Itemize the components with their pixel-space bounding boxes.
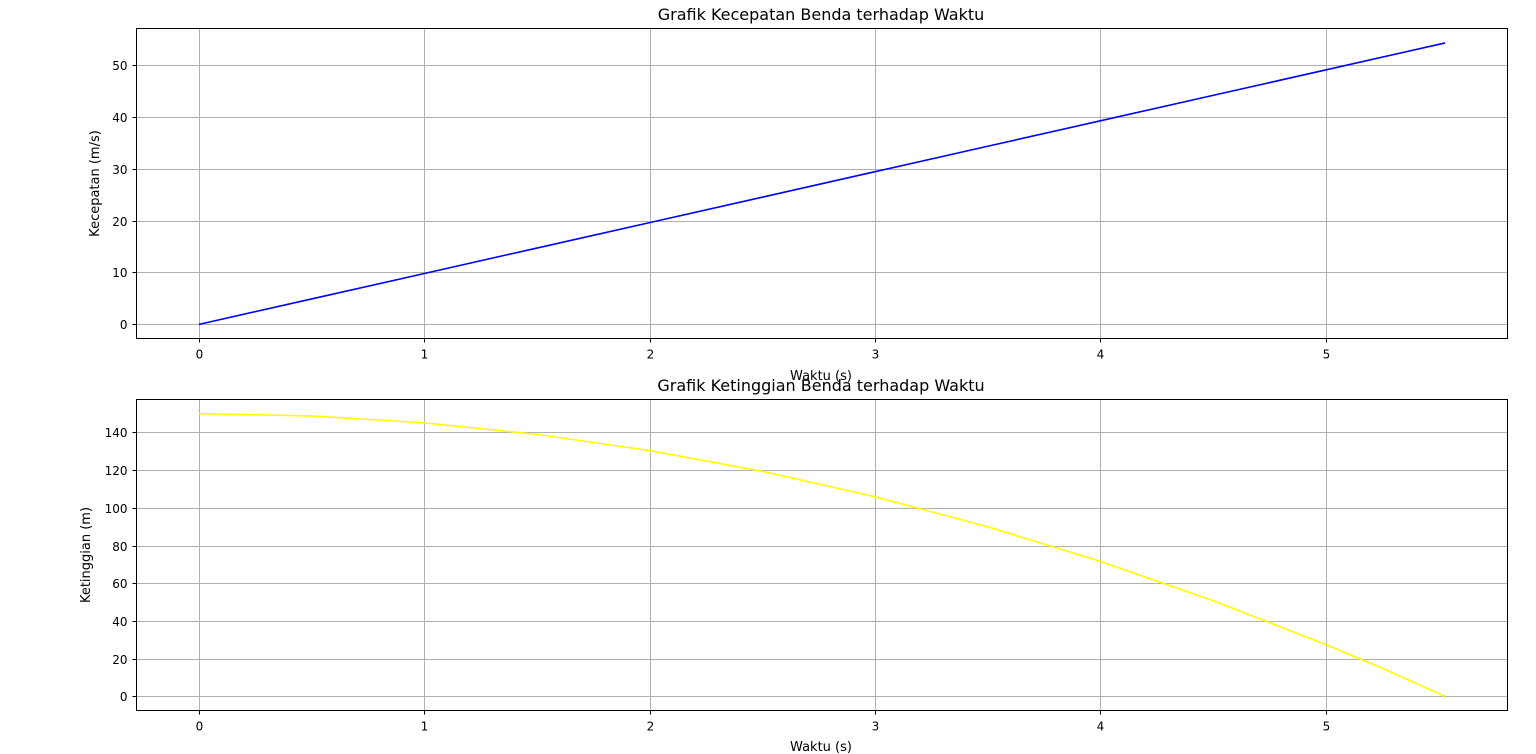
height-y-tick-label: 20 [112, 653, 127, 667]
height-y-tick-label: 120 [105, 464, 128, 478]
height-plot-frame [136, 399, 1508, 711]
height-x-tick-label: 5 [1323, 720, 1331, 734]
velocity-x-axis-label: Waktu (s) [790, 369, 852, 384]
height-y-tick-label: 40 [112, 615, 127, 629]
height-x-tick-label: 3 [872, 720, 880, 734]
velocity-x-tick-label: 0 [196, 348, 204, 362]
velocity-x-tick-label: 5 [1323, 348, 1331, 362]
height-grid [136, 399, 1508, 711]
height-x-axis-label: Waktu (s) [790, 740, 852, 754]
height-series [198, 412, 1446, 698]
velocity-plot-frame [136, 28, 1508, 339]
height-ticks: 0 1 2 3 4 5 0 20 40 60 80 100 120 140 [105, 426, 1331, 734]
velocity-y-tick-label: 20 [112, 215, 127, 229]
height-chart-title: Grafik Ketinggian Benda terhadap Waktu [657, 376, 984, 395]
height-x-tick-label: 4 [1097, 720, 1105, 734]
velocity-y-tick-label: 50 [112, 59, 127, 73]
height-y-tick-label: 60 [112, 577, 127, 591]
height-y-tick-label: 100 [105, 502, 128, 516]
velocity-y-tick-label: 10 [112, 266, 127, 280]
height-series-line [198, 412, 1446, 698]
height-y-tick-label: 140 [105, 426, 128, 440]
height-chart: Grafik Ketinggian Benda terhadap Waktu 0… [79, 376, 1508, 754]
height-y-tick-label: 0 [120, 690, 128, 704]
velocity-y-tick-label: 40 [112, 111, 127, 125]
velocity-x-tick-label: 1 [421, 348, 429, 362]
velocity-y-axis-label: Kecepatan (m/s) [88, 130, 103, 237]
velocity-x-tick-label: 4 [1097, 348, 1105, 362]
height-y-tick-label: 80 [112, 540, 127, 554]
velocity-chart-title: Grafik Kecepatan Benda terhadap Waktu [658, 5, 985, 24]
velocity-y-tick-label: 0 [120, 318, 128, 332]
velocity-x-tick-label: 2 [647, 348, 655, 362]
height-y-axis-label: Ketinggian (m) [79, 507, 94, 603]
height-x-tick-label: 1 [421, 720, 429, 734]
velocity-grid [136, 28, 1508, 339]
velocity-series [198, 42, 1446, 326]
velocity-chart: Grafik Kecepatan Benda terhadap Waktu 0 1… [88, 5, 1508, 384]
height-x-tick-label: 2 [647, 720, 655, 734]
velocity-x-tick-label: 3 [872, 348, 880, 362]
velocity-y-tick-label: 30 [112, 163, 127, 177]
velocity-series-line [198, 42, 1446, 326]
height-x-tick-label: 0 [196, 720, 204, 734]
